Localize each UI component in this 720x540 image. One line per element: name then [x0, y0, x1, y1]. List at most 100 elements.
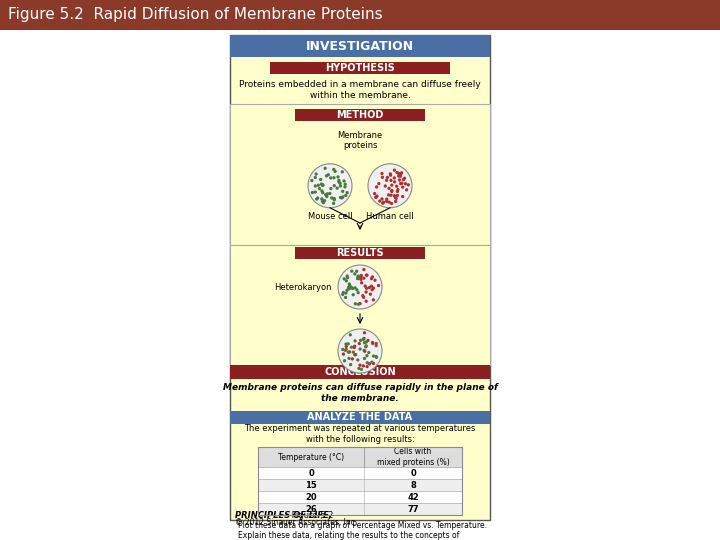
Circle shape [367, 351, 371, 354]
Circle shape [390, 189, 394, 192]
Circle shape [371, 342, 374, 345]
Circle shape [325, 174, 328, 178]
Circle shape [311, 191, 314, 194]
Circle shape [346, 191, 348, 194]
Circle shape [348, 350, 351, 354]
Circle shape [343, 179, 346, 183]
Circle shape [353, 345, 356, 348]
Circle shape [338, 329, 382, 373]
Circle shape [359, 339, 362, 342]
Circle shape [310, 179, 313, 182]
Circle shape [385, 198, 388, 201]
Circle shape [364, 285, 367, 288]
Circle shape [314, 184, 317, 187]
Circle shape [341, 348, 344, 351]
Circle shape [366, 365, 369, 368]
Circle shape [346, 342, 350, 346]
Circle shape [356, 276, 359, 280]
Circle shape [363, 357, 366, 360]
Circle shape [345, 279, 348, 282]
Circle shape [344, 296, 347, 299]
Circle shape [356, 275, 360, 278]
Circle shape [344, 194, 348, 197]
Circle shape [357, 274, 360, 278]
Circle shape [372, 362, 375, 365]
Circle shape [351, 350, 355, 354]
Circle shape [375, 356, 378, 359]
Circle shape [348, 333, 352, 336]
Circle shape [393, 180, 396, 184]
Circle shape [399, 174, 402, 178]
FancyBboxPatch shape [270, 62, 450, 74]
Circle shape [390, 179, 392, 182]
FancyBboxPatch shape [230, 411, 490, 424]
Circle shape [344, 348, 348, 351]
Circle shape [370, 277, 373, 280]
Text: INVESTIGATION: INVESTIGATION [306, 39, 414, 52]
Circle shape [333, 184, 336, 187]
Circle shape [370, 361, 374, 364]
FancyBboxPatch shape [230, 35, 490, 57]
FancyBboxPatch shape [0, 0, 720, 30]
Text: 0: 0 [410, 469, 416, 477]
Circle shape [378, 199, 382, 202]
Circle shape [365, 273, 368, 276]
Text: HYPOTHESIS: HYPOTHESIS [325, 63, 395, 73]
Circle shape [343, 349, 347, 352]
Circle shape [347, 287, 351, 291]
Circle shape [395, 171, 399, 174]
Circle shape [387, 193, 390, 197]
Circle shape [377, 284, 380, 287]
Text: Mouse cell: Mouse cell [307, 212, 352, 221]
Circle shape [349, 363, 352, 366]
Circle shape [350, 346, 354, 349]
Circle shape [364, 345, 367, 348]
Circle shape [351, 357, 354, 361]
Circle shape [321, 183, 324, 186]
Circle shape [392, 176, 396, 180]
Circle shape [353, 345, 356, 349]
Circle shape [396, 190, 399, 193]
Circle shape [317, 184, 320, 187]
Circle shape [368, 362, 371, 366]
Circle shape [363, 341, 366, 345]
Circle shape [356, 277, 359, 280]
Text: METHOD: METHOD [336, 110, 384, 120]
Circle shape [329, 176, 333, 180]
Circle shape [345, 345, 348, 348]
Circle shape [374, 355, 378, 359]
Circle shape [354, 353, 357, 356]
Circle shape [397, 174, 400, 178]
Text: 42: 42 [408, 492, 419, 502]
Circle shape [314, 191, 317, 194]
Circle shape [386, 176, 389, 179]
Circle shape [357, 302, 360, 306]
FancyBboxPatch shape [230, 35, 490, 520]
Circle shape [322, 201, 325, 204]
Circle shape [321, 184, 324, 187]
Circle shape [371, 288, 374, 292]
Circle shape [308, 164, 352, 208]
Circle shape [314, 176, 317, 179]
Text: Plot these data on a graph of Percentage Mixed vs. Temperature.
Explain these da: Plot these data on a graph of Percentage… [238, 521, 487, 540]
Circle shape [355, 269, 359, 273]
Circle shape [349, 285, 353, 289]
FancyBboxPatch shape [230, 245, 490, 365]
Circle shape [337, 179, 341, 182]
Circle shape [339, 196, 342, 199]
Circle shape [357, 277, 360, 280]
Circle shape [404, 182, 407, 185]
Circle shape [362, 295, 365, 299]
Circle shape [387, 200, 391, 204]
Circle shape [343, 359, 346, 362]
Text: Human cell: Human cell [366, 212, 414, 221]
Circle shape [341, 195, 345, 199]
Circle shape [385, 179, 388, 182]
Circle shape [362, 268, 366, 271]
Circle shape [397, 172, 400, 175]
Circle shape [354, 286, 356, 289]
Circle shape [381, 176, 384, 179]
Circle shape [319, 178, 323, 181]
Circle shape [394, 200, 397, 203]
Text: Figure 5.2  Rapid Diffusion of Membrane Proteins: Figure 5.2 Rapid Diffusion of Membrane P… [8, 8, 382, 23]
